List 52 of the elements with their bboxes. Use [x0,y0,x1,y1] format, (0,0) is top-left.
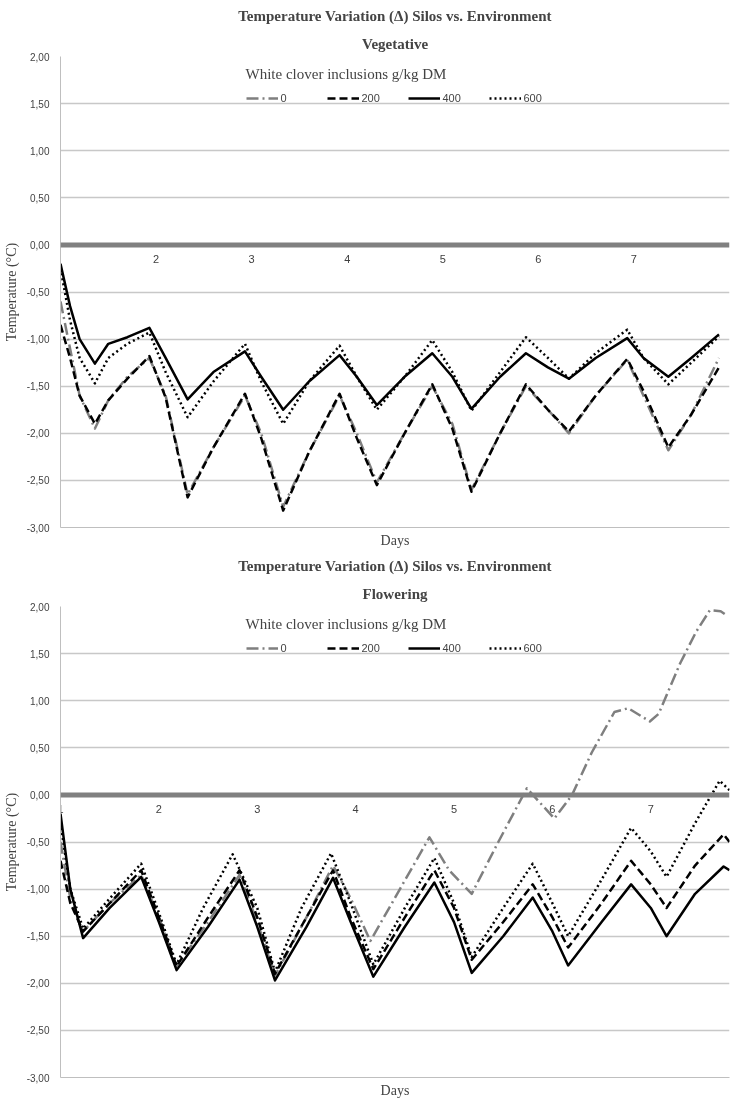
x-tick-label: 5 [450,802,458,815]
x-tick-label: 7 [630,252,637,265]
y-axis-title: Temperature (°C) [3,242,20,342]
x-tick-label: 6 [535,252,542,265]
y-tick-label: -0,50 [26,287,50,298]
y-tick-label: -1,50 [26,931,50,943]
x-tick-label: 5 [439,252,446,265]
x-tick-label: 2 [153,252,160,265]
x-axis-title: Days [380,532,410,548]
y-tick-label: 1,50 [30,648,50,660]
legend-label: 400 [442,92,462,104]
y-tick-label: 1,00 [30,695,50,707]
x-tick-label: 7 [647,802,654,815]
y-tick-label: -3,00 [26,522,50,534]
y-tick-label: 1,00 [30,145,50,157]
legend-title: White clover inclusions g/kg DM [245,66,448,83]
x-tick-label: 3 [248,252,255,265]
y-tick-label: -1,50 [26,381,50,393]
y-tick-label: -2,00 [26,978,50,990]
x-tick-label: 4 [352,802,359,815]
y-tick-label: -0,50 [26,837,50,848]
y-tick-label: -2,50 [26,475,50,487]
x-tick-label: 3 [254,802,261,815]
y-tick-label: 2,00 [30,51,50,63]
legend-label: 400 [442,642,462,654]
y-tick-label: 1,50 [30,98,50,110]
y-tick-label: 0,00 [30,239,50,251]
chart-title: Temperature Variation (Δ) Silos vs. Environment [238,7,552,25]
y-tick-label: -3,00 [26,1072,50,1084]
legend-label: 600 [523,92,543,104]
legend-label: 600 [523,642,543,654]
x-axis-title: Days [380,1082,410,1098]
y-tick-label: 0,50 [30,742,50,754]
y-axis-title: Temperature (°C) [3,792,20,892]
legend-label: 200 [361,642,381,654]
chart-subtitle: Flowering [362,585,428,602]
legend-label: 200 [361,92,381,104]
y-tick-label: -2,50 [26,1025,50,1037]
legend-label: 0 [280,642,288,654]
chart-title: Temperature Variation (Δ) Silos vs. Environment [238,557,552,575]
y-tick-label: -1,00 [26,334,50,346]
y-tick-label: -1,00 [26,884,50,896]
x-tick-label: 6 [549,802,556,815]
legend-title: White clover inclusions g/kg DM [245,616,448,633]
chart-subtitle: Vegetative [361,35,429,52]
y-tick-label: 0,00 [30,789,50,801]
x-tick-label: 2 [155,802,162,815]
y-tick-label: -2,00 [26,428,50,440]
x-tick-label: 4 [344,252,351,265]
legend-label: 0 [280,92,288,104]
y-tick-label: 2,00 [30,601,50,613]
y-tick-label: 0,50 [30,192,50,204]
